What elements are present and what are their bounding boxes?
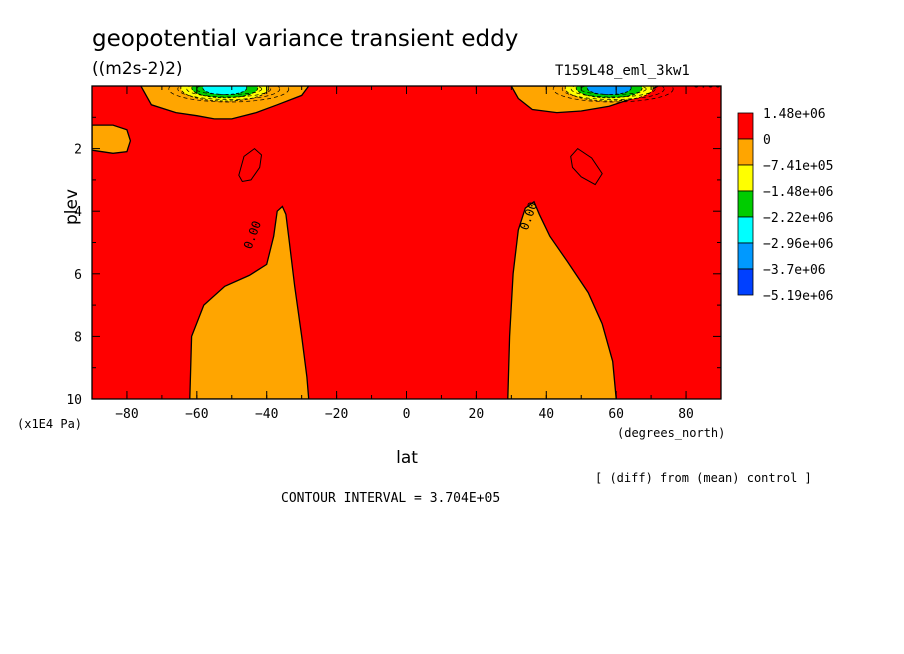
legend-swatch-2 bbox=[737, 164, 754, 192]
legend-label-6: −3.7e+06 bbox=[763, 263, 826, 278]
y-tick-label-4: 10 bbox=[66, 393, 82, 408]
x-tick-label-3: −20 bbox=[325, 407, 348, 422]
nh-small-ring bbox=[570, 147, 603, 186]
nh-upper-bands-2 bbox=[586, 86, 632, 95]
x-tick-label-0: −80 bbox=[115, 407, 138, 422]
y-axis-label: plev bbox=[62, 189, 82, 225]
sh-upper-bands-dash-3 bbox=[195, 86, 263, 95]
sh-upper-bands-dash-2 bbox=[186, 86, 272, 98]
nh-upper-bands-dash-0 bbox=[552, 86, 674, 103]
legend-label-5: −2.96e+06 bbox=[763, 237, 833, 252]
plot-inner: 0.000.000.00 bbox=[92, 77, 722, 399]
sh-lower-tongue bbox=[189, 205, 310, 399]
color-legend: 1.48e+06 0 −7.41e+05 −1.48e+06 −2.22e+06 −2.9… bbox=[737, 107, 833, 304]
legend-label-7: −5.19e+06 bbox=[763, 289, 833, 304]
y-tick-label-3: 8 bbox=[74, 330, 82, 345]
contour-interval-label: CONTOUR INTERVAL = 3.704E+05 bbox=[281, 491, 500, 506]
y-tick-label-1: 4 bbox=[74, 205, 82, 220]
legend-swatch-4 bbox=[737, 216, 754, 244]
legend-label-3: −1.48e+06 bbox=[763, 185, 833, 200]
legend-label-1: 0 bbox=[763, 133, 771, 148]
legend-label-0: 1.48e+06 bbox=[763, 107, 826, 122]
sh-upper-bands-dash-1 bbox=[177, 86, 281, 100]
sh-upper-lobe bbox=[140, 86, 310, 120]
y-axis-unit: (x1E4 Pa) bbox=[17, 417, 82, 431]
nh-upper-bands-dash-1 bbox=[561, 86, 665, 100]
legend-label-2: −7.41e+05 bbox=[763, 159, 833, 174]
y-tick-label-2: 6 bbox=[74, 268, 82, 283]
x-tick-label-8: 80 bbox=[678, 407, 694, 422]
sh-edge-lobe bbox=[92, 124, 132, 154]
plot-area: 0.000.000.00 −80 −60 −40 −20 0 20 40 60 80 2 4 6 8 10 bbox=[66, 77, 722, 422]
units-label: ((m2s-2)2) bbox=[92, 59, 183, 79]
sh-small-ring bbox=[238, 147, 263, 183]
legend-swatch-3 bbox=[737, 190, 754, 218]
x-tick-label-6: 40 bbox=[538, 407, 554, 422]
legend-swatch-6 bbox=[737, 268, 754, 296]
sh-upper-bands-dash-0 bbox=[168, 86, 290, 103]
background-fill bbox=[92, 86, 721, 399]
run-id-label: T159L48_eml_3kw1 bbox=[555, 63, 690, 79]
diff-note: [ (diff) from (mean) control ] bbox=[595, 471, 812, 485]
x-tick-label-4: 0 bbox=[403, 407, 411, 422]
x-axis-unit: (degrees_north) bbox=[617, 426, 725, 440]
legend-label-4: −2.22e+06 bbox=[763, 211, 833, 226]
x-tick-label-7: 60 bbox=[608, 407, 624, 422]
x-tick-label-2: −40 bbox=[255, 407, 278, 422]
nh-lower-tongue bbox=[507, 200, 617, 399]
x-tick-label-1: −60 bbox=[185, 407, 208, 422]
y-tick-label-0: 2 bbox=[74, 143, 82, 158]
chart-title: geopotential variance transient eddy bbox=[92, 26, 518, 52]
legend-swatch-5 bbox=[737, 242, 754, 270]
legend-swatch-0 bbox=[737, 112, 754, 140]
x-axis-label: lat bbox=[396, 448, 418, 468]
contour-label-0: 0.00 bbox=[693, 77, 722, 91]
nh-upper-bands-dash-2 bbox=[570, 86, 656, 98]
nh-upper-bands-dash-3 bbox=[579, 86, 647, 95]
x-tick-label-5: 20 bbox=[469, 407, 485, 422]
sh-upper-bands-2 bbox=[202, 86, 248, 95]
legend-swatch-1 bbox=[737, 138, 754, 166]
